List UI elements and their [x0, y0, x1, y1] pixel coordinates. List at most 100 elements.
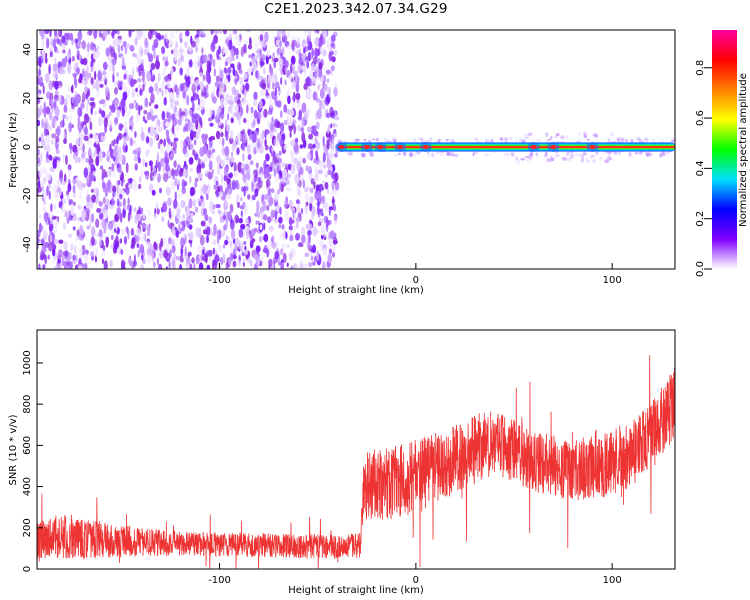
spectrogram-cell	[333, 86, 338, 97]
spectrogram-cell	[167, 219, 170, 228]
spectrogram-cell	[93, 30, 98, 40]
spectrogram-cell	[324, 181, 329, 190]
spectrogram-cell	[122, 207, 126, 219]
spectrogram-cell	[86, 89, 90, 97]
spectrogram-cell	[215, 75, 221, 82]
spectrogram-cell	[517, 159, 520, 165]
spectrogram-cell	[599, 156, 604, 161]
spectrogram-cell	[331, 56, 336, 63]
spectrogram-cell	[125, 43, 131, 49]
spectrogram-heatmap	[37, 30, 675, 269]
spectrogram-cell	[595, 139, 600, 142]
spectrogram-cell	[87, 165, 91, 175]
spectrogram-cell	[69, 113, 72, 123]
spectrogram-cell	[193, 130, 197, 138]
spectrogram-cell	[185, 257, 191, 265]
spectrogram-cell	[628, 151, 632, 157]
spectrogram-cell	[52, 158, 58, 169]
spectrogram-cell	[58, 30, 63, 38]
spectrogram-cell	[116, 198, 120, 207]
spectrogram-cell	[304, 68, 307, 77]
spectrogram-cell	[185, 66, 190, 77]
spectrogram-cell	[595, 153, 599, 157]
spectrogram-cell	[223, 67, 227, 74]
spectrogram-cell	[252, 172, 255, 184]
spectrogram-cell	[208, 185, 211, 193]
spectrogram-cell	[98, 150, 103, 160]
spectrogram-cell	[306, 186, 310, 192]
spectrogram-cell	[209, 200, 214, 212]
spectrogram-cell	[54, 80, 59, 90]
spectrogram-cell	[82, 57, 88, 66]
spectrogram-cell	[171, 113, 176, 121]
spectrogram-cell	[179, 67, 183, 76]
spectrogram-cell	[243, 117, 247, 124]
spectrogram-cell	[44, 148, 48, 154]
spectrogram-cell	[202, 248, 205, 256]
spectrogram-cell	[117, 79, 121, 89]
spectrogram-cell	[330, 110, 336, 120]
spectrogram-cell	[671, 139, 675, 143]
spectrogram-cell	[173, 252, 177, 262]
spectrogram-cell	[210, 135, 216, 141]
spectrogram-cell	[59, 120, 65, 128]
spectrogram-cell	[65, 154, 68, 166]
spectrogram-cell	[515, 139, 518, 143]
spectrogram-cell	[90, 226, 96, 238]
spectrogram-cell	[321, 103, 326, 111]
spectrogram-cell	[116, 180, 119, 191]
spectrogram-cell	[307, 51, 311, 62]
spectrogram-cell	[328, 206, 334, 211]
spectrogram-cell	[109, 204, 114, 210]
spectrogram-cell	[302, 157, 307, 164]
spectrogram-cell	[316, 250, 320, 262]
spectrogram-cell	[119, 189, 125, 195]
spectrogram-cell	[190, 136, 194, 141]
spectrogram-cell	[77, 31, 83, 41]
spectrogram-cell	[286, 173, 292, 178]
spectrogram-cell	[63, 240, 68, 251]
spectrogram-cell	[200, 102, 204, 111]
spectrogram-cell	[625, 138, 628, 143]
colorbar-ticks: 0.0 0.2 0.4 0.6 0.8	[695, 60, 712, 277]
spectrogram-cell	[238, 228, 244, 238]
spectrogram-cell	[79, 228, 84, 236]
spectrogram-cell	[118, 172, 121, 178]
y-tick-label: 40	[22, 43, 33, 56]
spectrogram-cell	[573, 153, 578, 157]
spectrogram-cell	[155, 59, 160, 70]
spectrogram-cell	[135, 65, 138, 73]
spectrogram-cell	[110, 46, 115, 58]
spectrogram-cell	[174, 177, 178, 187]
spectrogram-cell	[207, 150, 213, 156]
spectrogram-cell	[520, 158, 525, 161]
spectrogram-cell	[91, 194, 97, 203]
spectrogram-cell	[320, 225, 325, 236]
spectrogram-cell	[274, 251, 280, 260]
spectrogram-cell	[37, 97, 41, 104]
spectrogram-cell	[327, 169, 332, 176]
spectrogram-cell	[147, 225, 151, 233]
spectrogram-cell	[244, 186, 249, 191]
spectrogram-cell	[204, 252, 208, 264]
spectrogram-cell	[212, 247, 215, 255]
spectrogram-cell	[49, 51, 53, 58]
spectrogram-cell	[150, 62, 156, 71]
spectrogram-cell	[91, 188, 94, 193]
spectrogram-cell	[266, 179, 269, 190]
spectrogram-cell	[160, 81, 166, 92]
spectrogram-cell	[283, 104, 288, 113]
spectrogram-cell	[644, 137, 649, 142]
spectrogram-cell	[254, 41, 259, 48]
spectrogram-cell	[62, 250, 67, 256]
spectrogram-cell	[297, 242, 303, 248]
y-tick-label: 0	[22, 144, 33, 150]
spectrogram-cell	[92, 170, 96, 176]
spectrogram-cell	[136, 227, 142, 236]
spectrogram-cell	[317, 169, 323, 175]
spectrogram-cell	[659, 152, 662, 158]
spectrogram-cell	[324, 170, 328, 179]
spectrogram-cell	[223, 30, 227, 35]
spectrogram-cell	[114, 98, 119, 110]
spectrogram-cell	[54, 106, 60, 117]
